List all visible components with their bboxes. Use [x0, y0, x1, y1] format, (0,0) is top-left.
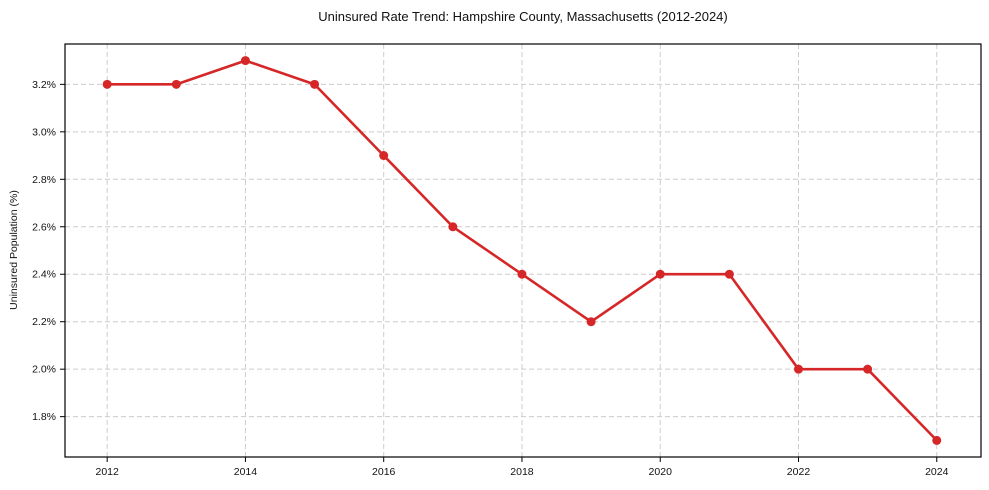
y-tick-label: 3.2%: [32, 79, 56, 91]
y-tick-label: 2.2%: [32, 316, 56, 328]
x-tick-label: 2016: [372, 466, 396, 478]
data-point-marker: [171, 79, 181, 89]
data-point-marker: [517, 269, 527, 279]
data-point-marker: [655, 269, 665, 279]
y-tick-label: 2.6%: [32, 221, 56, 233]
data-point-marker: [448, 222, 458, 232]
data-point-marker: [379, 151, 389, 161]
data-point-marker: [932, 435, 942, 445]
data-point-marker: [863, 364, 873, 374]
y-tick-label: 2.0%: [32, 364, 56, 376]
y-tick-label: 3.0%: [32, 126, 56, 138]
x-tick-label: 2014: [234, 466, 258, 478]
chart-title: Uninsured Rate Trend: Hampshire County, …: [318, 9, 728, 24]
x-tick-label: 2020: [649, 466, 673, 478]
data-point-marker: [724, 269, 734, 279]
data-point-marker: [102, 79, 112, 89]
data-point-marker: [586, 317, 596, 327]
data-point-marker: [240, 56, 250, 66]
x-tick-label: 2024: [925, 466, 949, 478]
plot-border: [64, 43, 982, 458]
y-tick-label: 2.8%: [32, 174, 56, 186]
data-point-marker: [310, 79, 320, 89]
y-tick-label: 1.8%: [32, 411, 56, 423]
data-point-marker: [793, 364, 803, 374]
y-tick-label: 2.4%: [32, 269, 56, 281]
x-tick-label: 2012: [95, 466, 119, 478]
x-tick-label: 2018: [510, 466, 534, 478]
x-tick-label: 2022: [787, 466, 811, 478]
